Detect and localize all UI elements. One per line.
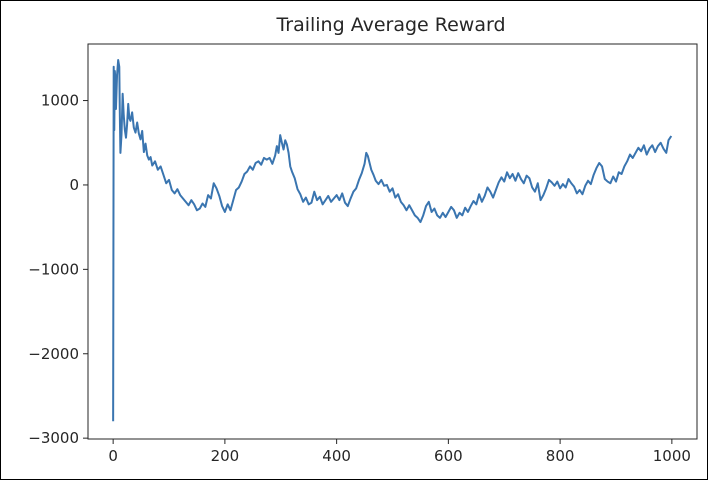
data-line-layer <box>112 59 673 422</box>
y-tick-label: 1000 <box>41 92 79 110</box>
x-tick-label: 0 <box>108 447 118 465</box>
y-tick-label: −1000 <box>28 260 79 278</box>
y-tick-label: −2000 <box>28 345 79 363</box>
x-tick-label: 1000 <box>653 447 691 465</box>
x-tick-label: 800 <box>546 447 575 465</box>
axes <box>87 43 698 440</box>
y-tick-label: −3000 <box>28 429 79 447</box>
ticks: 0 200 400 600 800 1000 −3000 −2000 −1000 0 1000 <box>28 92 691 465</box>
y-tick-label: 0 <box>69 176 79 194</box>
chart-title: Trailing Average Reward <box>275 14 505 36</box>
x-tick-label: 400 <box>322 447 351 465</box>
x-tick-label: 600 <box>434 447 463 465</box>
series-line-0 <box>112 59 673 422</box>
plot-area-border <box>87 43 698 440</box>
x-tick-label: 200 <box>211 447 240 465</box>
